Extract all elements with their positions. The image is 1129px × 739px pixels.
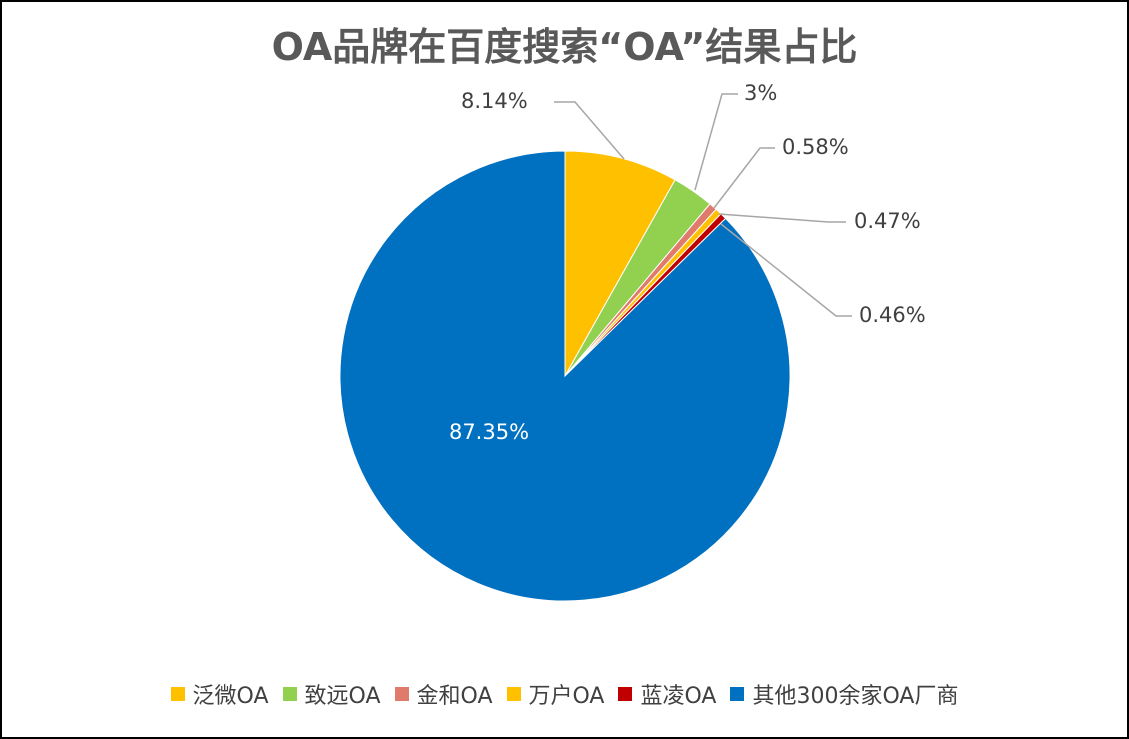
data-label-0: 8.14% [461, 89, 528, 113]
data-label-5: 87.35% [449, 420, 529, 444]
data-label-4: 0.46% [859, 303, 926, 327]
legend-item-2: 金和OA [394, 678, 493, 710]
legend-item-3: 万户OA [506, 678, 605, 710]
legend-label-0: 泛微OA [192, 684, 269, 709]
legend-swatch-3 [506, 687, 521, 701]
leader-line-4 [720, 223, 852, 317]
data-label-1: 3% [744, 81, 777, 105]
legend-label-4: 蓝凌OA [640, 684, 717, 709]
legend-swatch-4 [618, 687, 633, 701]
pie-slice-0 [564, 150, 676, 378]
legend-item-0: 泛微OA [170, 678, 269, 710]
pie-slice-5 [339, 150, 791, 602]
leader-line-2 [713, 147, 775, 209]
legend-label-3: 万户OA [528, 684, 605, 709]
legend-label-5: 其他300余家OA厂商 [752, 684, 959, 709]
data-label-2: 0.58% [782, 135, 849, 159]
legend-label-1: 致远OA [304, 684, 381, 709]
leader-line-1 [694, 93, 738, 191]
legend-label-2: 金和OA [416, 684, 493, 709]
legend-item-4: 蓝凌OA [618, 678, 716, 710]
leader-line-3 [718, 213, 846, 223]
legend-swatch-1 [282, 687, 297, 701]
legend-item-1: 致远OA [282, 678, 381, 710]
legend-swatch-2 [394, 687, 409, 701]
legend-item-5: 其他300余家OA厂商 [730, 678, 958, 710]
leader-line-0 [554, 101, 625, 160]
chart-title: OA品牌在百度搜索“OA”结果占比 [271, 25, 858, 69]
data-label-3: 0.47% [854, 209, 921, 233]
legend: 泛微OA 致远OA 金和OA 万户OA 蓝凌OA 其他300余家OA厂商 [2, 678, 1127, 710]
legend-swatch-5 [730, 687, 745, 701]
legend-swatch-0 [170, 687, 185, 701]
